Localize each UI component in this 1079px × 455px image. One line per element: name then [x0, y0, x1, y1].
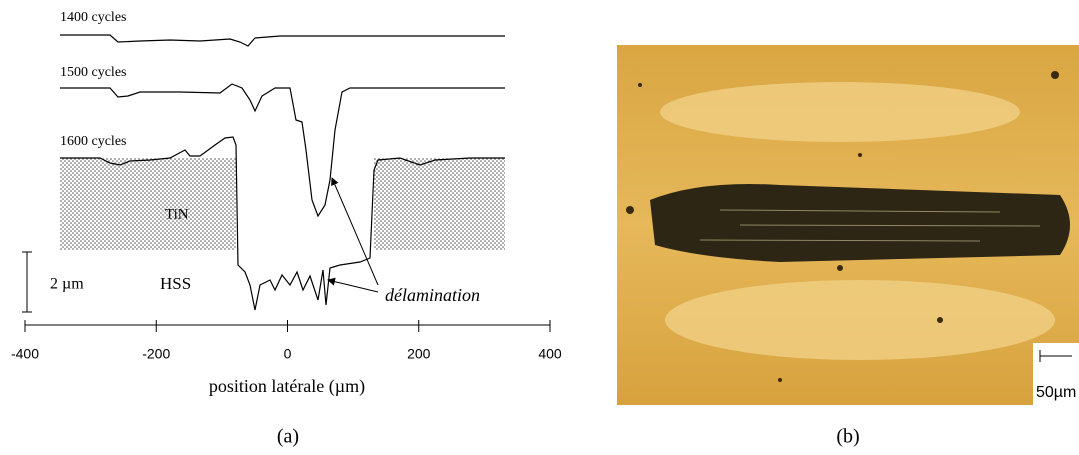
x-tick-label: -200: [142, 346, 170, 362]
arrow: [331, 177, 379, 286]
delamination-zone: [650, 184, 1070, 262]
coating-label: TiN: [165, 206, 189, 222]
profile-1500: [60, 83, 505, 218]
trace-label: 1600 cycles: [60, 134, 126, 149]
trace-label: 1500 cycles: [60, 65, 126, 80]
scale-bar-label: 2 µm: [50, 276, 84, 293]
x-tick-label: 200: [407, 346, 431, 362]
scale-box: [1033, 343, 1079, 405]
x-tick-label: 400: [538, 346, 562, 362]
profile-1600: [60, 136, 505, 311]
scale-bar: [22, 251, 32, 313]
substrate-label: HSS: [160, 274, 191, 293]
annotation: délamination: [385, 285, 480, 305]
caption: (a): [277, 426, 299, 448]
panel-a: 1400 cycles 1500 cycles 1600 cycles TiN …: [11, 10, 562, 447]
pits: [626, 71, 1059, 382]
tin-layer: [60, 158, 236, 250]
trace-label: 1400 cycles: [60, 10, 126, 25]
panel-b: 50µm (b): [617, 45, 1079, 448]
x-tick-label: 0: [284, 346, 292, 362]
x-axis-label: position latérale (µm): [209, 376, 365, 397]
scale-label: 50µm: [1036, 384, 1076, 401]
scale-bar: [1039, 350, 1072, 362]
wear-track: [660, 82, 1020, 142]
x-tick-label: -400: [11, 346, 39, 362]
wear-track: [665, 280, 1055, 360]
arrow: [327, 277, 379, 293]
tin-layer: [374, 158, 505, 250]
profile-1400: [60, 34, 505, 47]
streaks: [699, 209, 1041, 242]
caption: (b): [836, 426, 859, 448]
